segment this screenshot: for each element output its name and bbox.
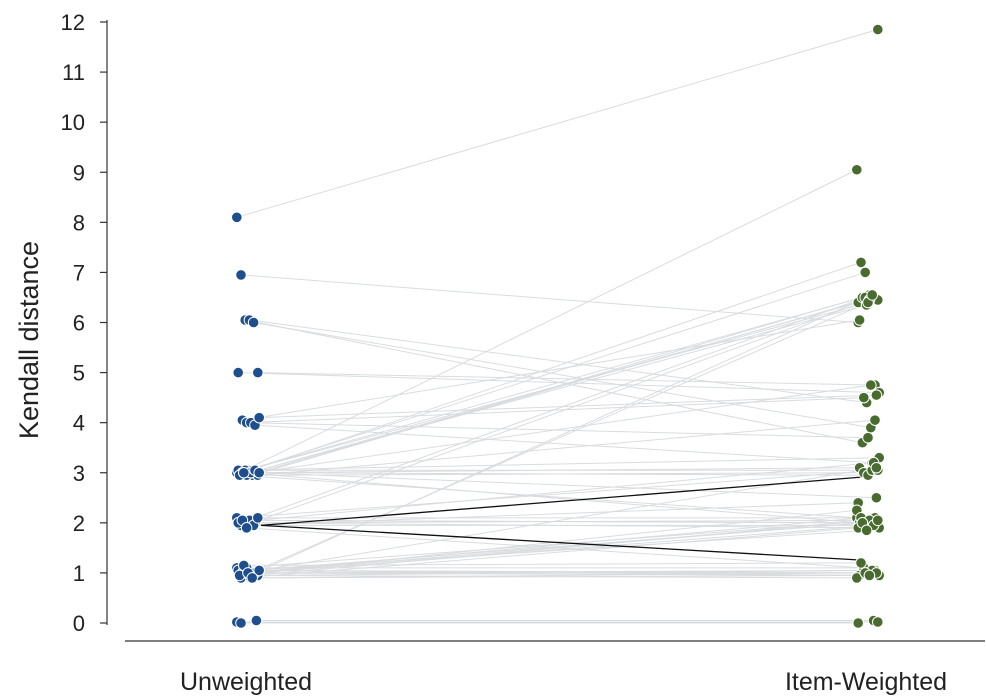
point-item-weighted <box>859 266 872 279</box>
pair-line <box>253 384 871 474</box>
pair-line <box>239 169 858 474</box>
pair-line <box>259 467 877 571</box>
pair-line <box>257 419 876 476</box>
point-item-weighted <box>860 524 873 537</box>
highlight-line <box>260 476 867 526</box>
pair-line <box>240 527 859 579</box>
pair-line <box>256 462 874 521</box>
pair-line <box>245 296 863 471</box>
point-item-weighted <box>855 256 867 269</box>
point-unweighted <box>246 572 258 584</box>
point-item-weighted <box>865 379 877 391</box>
points <box>231 23 886 629</box>
pair-line <box>252 574 870 579</box>
pair-line <box>254 294 873 574</box>
pair-line <box>250 472 869 476</box>
pair-line <box>254 424 873 464</box>
y-tick-label: 0 <box>73 611 85 636</box>
point-item-weighted <box>872 616 884 628</box>
pair-line <box>250 302 869 574</box>
y-tick-label: 10 <box>61 110 85 135</box>
point-unweighted <box>250 614 263 627</box>
point-unweighted <box>231 211 243 224</box>
point-item-weighted <box>872 514 884 527</box>
pair-line <box>236 469 878 519</box>
point-unweighted <box>247 316 260 329</box>
point-item-weighted <box>870 389 883 401</box>
y-tick-label: 3 <box>73 461 85 486</box>
pair-line <box>243 562 862 566</box>
point-item-weighted <box>870 491 883 504</box>
pair-line <box>238 522 880 529</box>
pair-line <box>252 299 870 524</box>
point-unweighted <box>253 564 266 577</box>
point-unweighted <box>235 269 247 281</box>
pair-line <box>249 304 867 474</box>
category-label-item-weighted: Item-Weighted <box>785 668 947 696</box>
y-tick-label: 9 <box>73 160 85 185</box>
point-item-weighted <box>872 23 884 36</box>
pair-line <box>259 472 877 499</box>
pair-line <box>240 274 859 323</box>
y-tick-label: 2 <box>73 511 85 536</box>
y-axis-title: Kendall distance <box>14 241 44 439</box>
pair-line <box>249 319 867 404</box>
pair-line <box>252 519 870 576</box>
category-label-unweighted: Unweighted <box>180 668 312 696</box>
point-unweighted <box>232 366 244 379</box>
point-unweighted <box>238 466 250 479</box>
point-item-weighted <box>869 414 881 426</box>
point-item-weighted <box>870 461 883 474</box>
point-item-weighted <box>855 557 867 569</box>
point-item-weighted <box>866 289 879 301</box>
pair-line <box>253 322 871 429</box>
pair-line <box>249 529 867 571</box>
pair-line <box>240 502 859 526</box>
point-unweighted <box>253 411 266 424</box>
pair-line <box>259 394 877 419</box>
point-item-weighted <box>863 569 876 582</box>
pair-line <box>257 372 876 386</box>
pair-line <box>246 397 864 424</box>
point-item-weighted <box>852 617 865 629</box>
pair-line <box>236 519 878 569</box>
y-tick-label: 7 <box>73 260 85 285</box>
pair-line <box>245 319 863 444</box>
y-tick-label: 6 <box>73 311 85 336</box>
point-item-weighted <box>853 314 866 326</box>
pair-line <box>256 524 874 574</box>
y-tick-label: 1 <box>73 561 85 586</box>
point-unweighted <box>251 512 264 524</box>
y-tick-label: 8 <box>73 210 85 235</box>
pair-line <box>250 422 869 439</box>
y-tick-label: 11 <box>62 60 85 85</box>
pair-lines <box>236 29 880 624</box>
pair-line <box>238 457 880 471</box>
highlight-line <box>260 524 867 562</box>
highlight-lines <box>260 476 867 562</box>
point-item-weighted <box>851 572 863 584</box>
pair-line <box>243 472 862 524</box>
point-unweighted <box>240 522 253 534</box>
pair-line <box>236 29 878 218</box>
point-item-weighted <box>858 391 870 404</box>
pair-line <box>243 261 862 474</box>
point-item-weighted <box>862 431 874 444</box>
pair-line <box>247 296 866 521</box>
y-tick-label: 5 <box>73 361 85 386</box>
y-tick-label: 12 <box>61 10 85 35</box>
pair-line <box>242 319 860 421</box>
pair-line <box>239 474 857 519</box>
y-tick-label: 4 <box>73 411 85 436</box>
point-unweighted <box>235 617 247 629</box>
pair-line <box>247 271 866 471</box>
pair-line <box>240 301 859 476</box>
point-unweighted <box>253 466 266 479</box>
point-item-weighted <box>851 163 863 176</box>
point-unweighted <box>251 366 264 379</box>
